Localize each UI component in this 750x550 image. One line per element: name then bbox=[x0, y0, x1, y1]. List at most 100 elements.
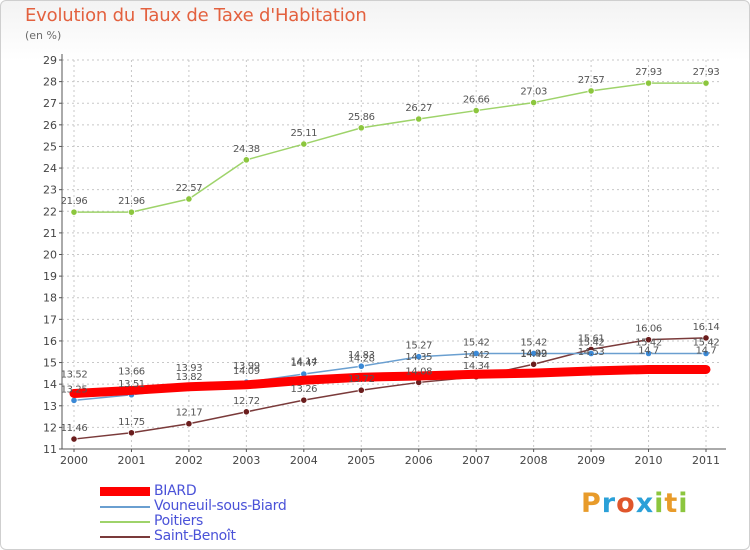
data-label: 14.28 bbox=[348, 353, 375, 364]
unit-label: (en %) bbox=[25, 29, 62, 42]
data-label: 14.14 bbox=[290, 356, 317, 367]
data-label: 26.27 bbox=[405, 103, 432, 114]
y-tick-label: 20 bbox=[43, 249, 57, 262]
data-label: 14.92 bbox=[520, 348, 547, 359]
data-label: 13.72 bbox=[348, 374, 375, 385]
data-point bbox=[587, 349, 595, 358]
y-tick-label: 12 bbox=[43, 421, 57, 434]
data-label: 15.42 bbox=[463, 337, 490, 348]
data-label: 13.82 bbox=[176, 372, 203, 383]
legend-label: Poitiers bbox=[154, 513, 204, 529]
data-label: 26.66 bbox=[463, 95, 490, 106]
data-point bbox=[357, 386, 365, 394]
logo-letter: t bbox=[664, 488, 679, 519]
data-point bbox=[702, 334, 710, 342]
data-label: 13.25 bbox=[61, 384, 88, 395]
data-label: 12.72 bbox=[233, 396, 260, 407]
data-label: 15.42 bbox=[693, 337, 720, 348]
data-point bbox=[300, 140, 308, 148]
series-line bbox=[73, 82, 707, 213]
data-label: 22.57 bbox=[176, 183, 203, 194]
data-label: 16.06 bbox=[635, 324, 662, 335]
data-label: 24.38 bbox=[233, 144, 260, 155]
data-point bbox=[70, 208, 78, 216]
y-tick-label: 24 bbox=[43, 162, 57, 175]
data-point bbox=[587, 87, 595, 95]
data-label: 14.35 bbox=[405, 352, 432, 363]
legend-swatch bbox=[100, 536, 150, 538]
data-label: 14.7 bbox=[696, 345, 717, 356]
data-point bbox=[70, 396, 78, 404]
x-tick-label: 2008 bbox=[520, 454, 548, 467]
x-tick-label: 2004 bbox=[290, 454, 318, 467]
y-tick-label: 26 bbox=[43, 119, 57, 132]
logo-letter: r bbox=[601, 488, 617, 519]
y-tick-label: 14 bbox=[43, 378, 57, 391]
y-tick-label: 11 bbox=[43, 443, 57, 456]
y-tick-label: 17 bbox=[43, 313, 57, 326]
x-tick-label: 2001 bbox=[117, 454, 145, 467]
y-tick-label: 19 bbox=[43, 270, 57, 283]
y-tick-label: 27 bbox=[43, 97, 57, 110]
legend-label: BIARD bbox=[154, 483, 197, 499]
data-point bbox=[472, 106, 480, 115]
data-point bbox=[644, 349, 653, 358]
data-label: 13.26 bbox=[290, 384, 317, 395]
data-label: 15.42 bbox=[578, 337, 605, 348]
x-tick-label: 2009 bbox=[577, 454, 605, 467]
x-tick-label: 2002 bbox=[175, 454, 203, 467]
data-label: 15.27 bbox=[405, 341, 432, 352]
data-label: 14.83 bbox=[348, 350, 375, 361]
data-label: 14.34 bbox=[463, 361, 490, 372]
data-point bbox=[702, 349, 710, 358]
x-tick-label: 2003 bbox=[232, 454, 260, 467]
y-tick-label: 13 bbox=[43, 400, 57, 413]
logo-letter: x bbox=[635, 488, 655, 519]
series-line bbox=[69, 364, 711, 398]
data-point bbox=[644, 79, 653, 87]
data-label: 27.93 bbox=[635, 67, 662, 78]
data-point bbox=[127, 208, 136, 216]
data-label: 16.14 bbox=[693, 322, 720, 333]
y-tick-label: 16 bbox=[43, 335, 57, 348]
data-label: 14.49 bbox=[520, 349, 547, 360]
logo-letter: o bbox=[616, 488, 636, 519]
data-label: 21.96 bbox=[61, 196, 88, 207]
data-label: 13.99 bbox=[233, 361, 260, 372]
data-label: 14.09 bbox=[233, 366, 260, 377]
data-label: 11.46 bbox=[61, 423, 88, 434]
logo-letter: i bbox=[678, 488, 689, 519]
logo-letter: P bbox=[581, 488, 602, 519]
x-tick-label: 2000 bbox=[60, 454, 88, 467]
data-point bbox=[185, 195, 193, 203]
y-tick-label: 18 bbox=[43, 292, 57, 305]
data-label: 27.03 bbox=[520, 87, 547, 98]
data-label: 14.53 bbox=[578, 347, 605, 358]
data-point bbox=[70, 435, 78, 443]
y-tick-label: 29 bbox=[43, 54, 57, 67]
data-point bbox=[300, 396, 308, 404]
data-label: 27.57 bbox=[578, 75, 605, 86]
data-point bbox=[185, 420, 193, 428]
data-point bbox=[530, 360, 538, 368]
chart-title: Evolution du Taux de Taxe d'Habitation bbox=[25, 5, 367, 26]
data-label: 21.96 bbox=[118, 196, 145, 207]
data-point bbox=[357, 124, 365, 132]
x-tick-label: 2007 bbox=[462, 454, 490, 467]
data-point bbox=[242, 408, 250, 416]
data-point bbox=[242, 156, 250, 164]
data-label: 14.08 bbox=[405, 366, 432, 377]
data-label: 14.47 bbox=[290, 358, 317, 369]
y-tick-label: 23 bbox=[43, 184, 57, 197]
data-point bbox=[472, 349, 480, 358]
legend-swatch bbox=[100, 521, 150, 523]
data-label: 25.86 bbox=[348, 112, 375, 123]
y-tick-label: 15 bbox=[43, 357, 57, 370]
data-point bbox=[415, 353, 423, 361]
data-label: 25.11 bbox=[290, 128, 317, 139]
data-point bbox=[415, 115, 423, 123]
x-tick-label: 2005 bbox=[347, 454, 375, 467]
legend-label: Vouneuil-sous-Biard bbox=[154, 498, 287, 514]
data-label: 15.61 bbox=[578, 333, 605, 344]
